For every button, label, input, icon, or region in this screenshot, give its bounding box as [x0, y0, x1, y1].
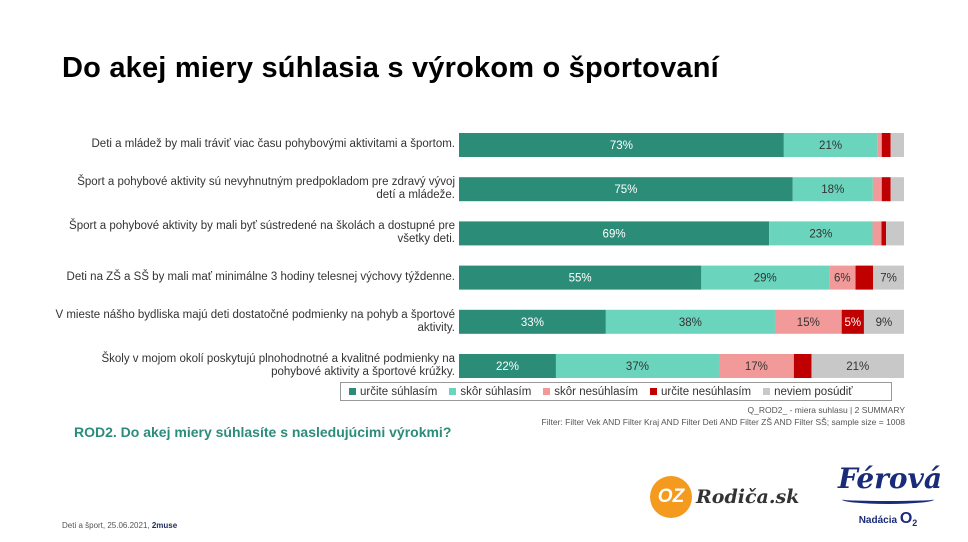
legend-item-2: skôr súhlasím [449, 386, 531, 398]
bar-segment-1-2 [783, 133, 878, 157]
bar-label-5-5: 9% [876, 317, 893, 329]
legend-swatch-5 [763, 388, 771, 395]
bar-segment-4-4 [855, 265, 874, 290]
bar-segment-6-4 [793, 354, 812, 378]
bar-segment-6-5 [811, 354, 904, 378]
bar-label-4-3: 6% [834, 273, 851, 285]
chart-meta-line1: Q_ROD2_ - miera suhlasu | 2 SUMMARY [747, 405, 905, 415]
legend-label-2: skôr súhlasím [460, 385, 532, 398]
legend-swatch-2 [449, 388, 457, 395]
category-label-6: Školy v mojom okolí poskytujú plnohodnot… [101, 353, 455, 378]
ferova-brand: O [899, 510, 913, 527]
bar-segment-3-1 [459, 221, 770, 246]
ferova-name: Férová [838, 462, 943, 495]
page-title: Do akej miery súhlasia s výrokom o šport… [62, 52, 719, 84]
chart-legend: určite súhlasím skôr súhlasím skôr nesúhla… [340, 382, 892, 401]
category-label-3: Šport a pohybové aktivity by mali byť sú… [69, 220, 455, 246]
bar-label-5-2: 38% [679, 317, 702, 329]
legend-label-5: neviem posúdiť [774, 385, 853, 398]
bar-segment-5-2 [605, 309, 775, 334]
ferova-sub-text: Nadácia [858, 515, 898, 526]
bar-segment-4-3 [829, 265, 856, 290]
bar-label-3-2: 23% [809, 228, 832, 240]
bar-segment-3-2 [769, 221, 873, 246]
legend-swatch-3 [543, 388, 551, 395]
bar-label-2-2: 18% [821, 184, 844, 196]
legend-swatch-1 [349, 388, 356, 395]
bar-segment-1-4 [881, 133, 891, 157]
bar-segment-3-3 [872, 221, 882, 246]
bar-segment-6-2 [555, 354, 719, 378]
footer-text: Deti a šport, 25.06.2021, [62, 521, 150, 530]
bar-label-4-2: 29% [754, 273, 777, 285]
bar-segment-1-3 [877, 133, 882, 157]
bar-label-6-1: 22% [496, 361, 519, 373]
bar-segment-1-1 [459, 133, 784, 157]
bar-segment-6-3 [718, 354, 794, 378]
ferova-swoosh [842, 495, 934, 504]
ferova-subtitle: Nadácia O2 [838, 510, 938, 528]
question-text: ROD2. Do akej miery súhlasíte s nasleduj… [74, 424, 452, 440]
bar-label-1-1: 73% [610, 140, 633, 152]
bar-segment-4-1 [459, 265, 702, 290]
bar-label-5-3: 15% [797, 317, 820, 329]
oz-name: Rodiča.sk [696, 486, 800, 508]
oz-rodica-logo: OZ Rodiča.sk [650, 476, 799, 518]
legend-item-3: skôr nesúhlasím [543, 386, 638, 398]
bar-segment-5-3 [774, 309, 842, 334]
legend-label-1: určite súhlasím [360, 385, 438, 398]
bar-label-4-1: 55% [569, 273, 592, 285]
legend-item-5: neviem posúdiť [763, 385, 853, 398]
bar-label-5-4: 5% [845, 317, 862, 329]
bar-label-6-5: 21% [846, 361, 869, 373]
footer: Deti a šport, 25.06.2021, 2muse [62, 521, 177, 530]
bar-label-6-3: 17% [745, 361, 768, 373]
legend-item-4: určite nesúhlasím [650, 386, 751, 398]
footer-brand: 2muse [151, 521, 178, 530]
bar-label-3-1: 69% [603, 228, 626, 240]
bar-segment-2-2 [792, 177, 873, 202]
legend-label-4: určite nesúhlasím [661, 385, 752, 398]
category-label-2: Šport a pohybové aktivity sú nevyhnutným… [77, 176, 455, 202]
bar-segment-4-5 [873, 265, 904, 290]
bar-segment-2-5 [890, 177, 904, 202]
ferova-brand-sub: 2 [912, 518, 918, 528]
bar-segment-5-5 [863, 309, 904, 334]
bar-segment-2-4 [881, 177, 891, 202]
bar-label-6-2: 37% [626, 361, 649, 373]
bar-segment-5-4 [841, 309, 864, 334]
bar-segment-3-4 [881, 221, 887, 246]
category-label-4: Deti na ZŠ a SŠ by mali mať minimálne 3 … [66, 270, 455, 283]
bar-segment-1-5 [890, 133, 904, 157]
bar-label-5-1: 33% [521, 317, 544, 329]
bar-segment-6-1 [459, 354, 556, 378]
legend-swatch-4 [650, 388, 658, 395]
oz-mark: OZ [650, 476, 692, 518]
bar-segment-2-1 [459, 177, 793, 202]
bar-label-2-1: 75% [614, 184, 637, 196]
category-label-5: V mieste nášho bydliska majú deti dostat… [55, 308, 455, 334]
bar-segment-2-3 [872, 177, 882, 202]
bar-label-1-2: 21% [819, 140, 842, 152]
bar-segment-5-1 [459, 309, 606, 334]
category-label-1: Deti a mládež by mali tráviť viac času p… [91, 138, 456, 150]
chart-meta-line2: Filter: Filter Vek AND Filter Kraj AND F… [541, 417, 905, 427]
legend-label-3: skôr nesúhlasím [554, 385, 639, 398]
bar-label-4-5: 7% [880, 273, 897, 285]
legend-item-1: určite súhlasím [349, 386, 437, 398]
bar-segment-3-5 [886, 221, 904, 246]
ferova-logo: Férová Nadácia O2 [838, 462, 943, 528]
bar-segment-4-2 [701, 265, 830, 290]
